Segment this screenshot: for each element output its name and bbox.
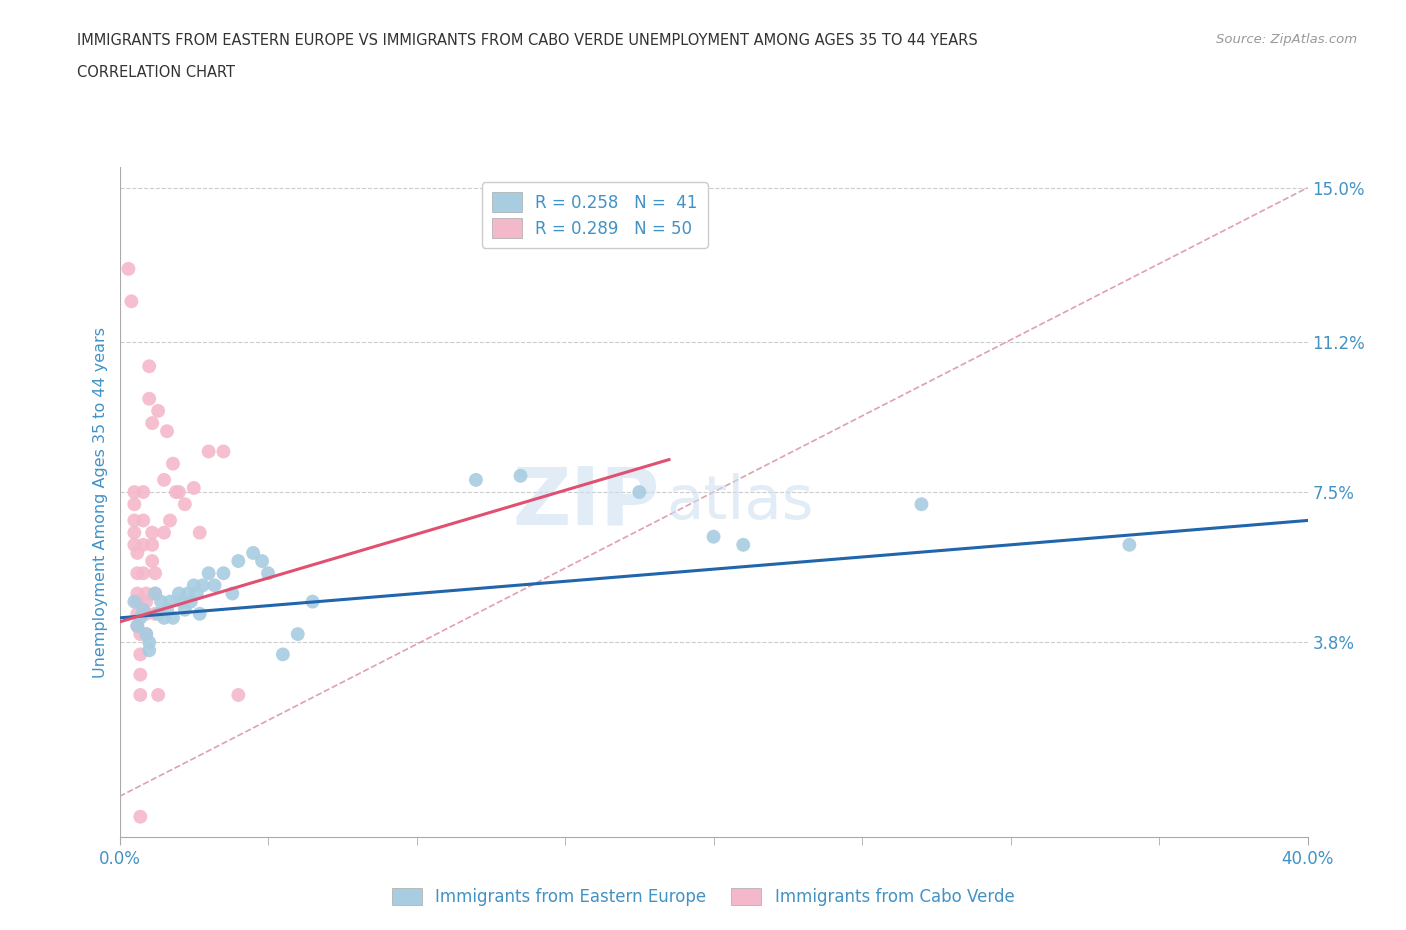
Point [120,294,142,309]
Point [129,610,152,625]
Point [156,424,179,439]
Point [135,627,157,642]
Point [127,565,149,580]
Point [159,513,181,528]
Point [127,546,149,561]
Point [143,586,166,601]
Point [124,525,146,540]
Point [117,261,139,276]
Point [127,594,149,609]
Point [135,586,157,601]
Point [183,481,205,496]
Point [132,565,155,580]
Point [162,610,184,625]
Point [188,525,211,540]
Legend: Immigrants from Eastern Europe, Immigrants from Cabo Verde: Immigrants from Eastern Europe, Immigran… [385,881,1021,912]
Point [257,565,280,580]
Point [150,594,173,609]
Point [153,525,176,540]
Point [124,538,146,552]
Point [129,667,152,682]
Point [124,485,146,499]
Point [197,565,219,580]
Point [124,497,146,512]
Point [242,546,264,561]
Point [287,627,309,642]
Point [124,513,146,528]
Point [165,485,187,499]
Point [250,553,273,568]
Text: Source: ZipAtlas.com: Source: ZipAtlas.com [1216,33,1357,46]
Point [153,610,176,625]
Point [170,594,193,609]
Point [143,565,166,580]
Point [271,647,294,662]
Point [132,513,155,528]
Point [132,485,155,499]
Point [212,444,235,458]
Point [127,606,149,621]
Point [197,444,219,458]
Point [183,578,205,592]
Point [191,578,214,592]
Point [127,586,149,601]
Point [129,809,152,824]
Point [1118,538,1140,552]
Point [173,603,195,618]
Legend: R = 0.258   N =  41, R = 0.289   N = 50: R = 0.258 N = 41, R = 0.289 N = 50 [482,182,707,247]
Point [141,416,163,431]
Point [127,618,149,633]
Point [138,635,160,650]
Point [188,606,211,621]
Point [146,687,169,702]
Point [733,538,755,552]
Point [162,457,184,472]
Point [212,565,235,580]
Point [143,606,166,621]
Point [167,485,190,499]
Point [180,594,202,609]
Point [177,586,200,601]
Y-axis label: Unemployment Among Ages 35 to 44 years: Unemployment Among Ages 35 to 44 years [93,326,108,678]
Point [204,578,226,592]
Text: CORRELATION CHART: CORRELATION CHART [77,65,235,80]
Point [127,618,149,633]
Point [132,603,155,618]
Point [124,594,146,609]
Point [702,529,725,544]
Text: atlas: atlas [666,472,814,532]
Point [146,404,169,418]
Point [228,687,250,702]
Point [159,594,181,609]
Point [141,525,163,540]
Point [129,627,152,642]
Point [173,497,195,512]
Point [186,586,208,601]
Point [628,485,651,499]
Point [129,647,152,662]
Point [153,472,176,487]
Point [138,392,160,406]
Point [138,643,160,658]
Point [135,606,157,621]
Point [509,469,531,484]
Point [156,603,179,618]
Point [141,538,163,552]
Point [464,472,486,487]
Point [132,538,155,552]
Point [129,687,152,702]
Point [135,627,157,642]
Point [143,586,166,601]
Point [301,594,323,609]
Point [138,359,160,374]
Point [141,553,163,568]
Point [167,586,190,601]
Point [146,606,169,621]
Point [228,553,250,568]
Point [135,594,157,609]
Point [221,586,243,601]
Text: IMMIGRANTS FROM EASTERN EUROPE VS IMMIGRANTS FROM CABO VERDE UNEMPLOYMENT AMONG : IMMIGRANTS FROM EASTERN EUROPE VS IMMIGR… [77,33,979,47]
Text: ZIP: ZIP [513,463,659,541]
Point [910,497,932,512]
